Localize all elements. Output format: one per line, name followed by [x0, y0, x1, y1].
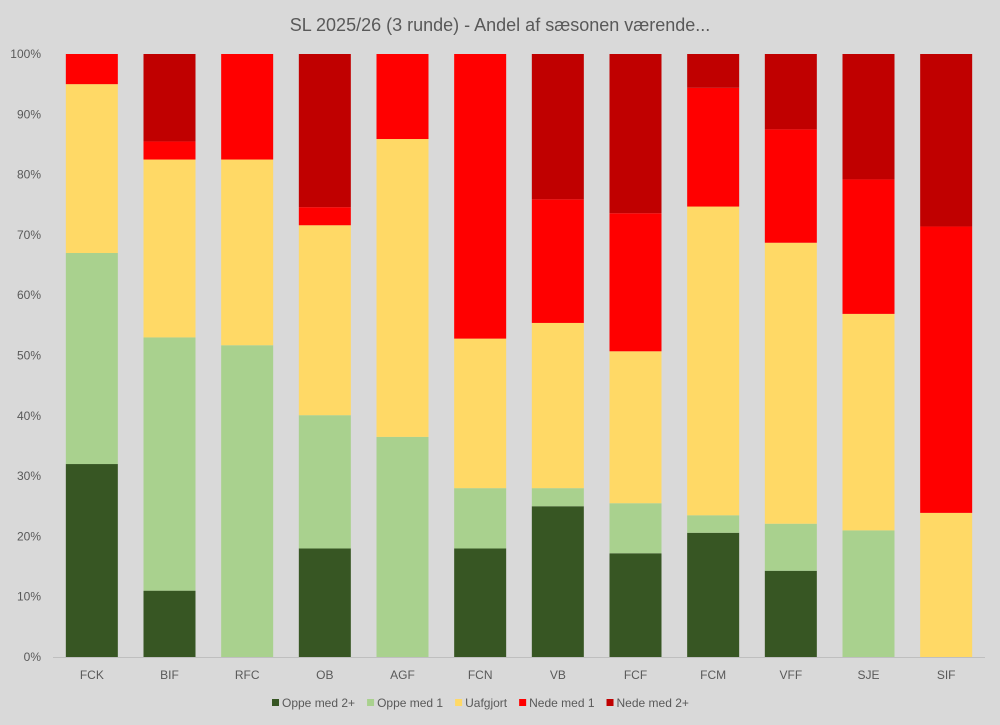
bar-segment [454, 488, 507, 549]
bar-segment [221, 159, 274, 346]
y-tick-label: 30% [17, 469, 41, 483]
bar-segment [609, 54, 662, 214]
bar-segment [687, 515, 740, 533]
bar-segment [920, 54, 973, 227]
legend-swatch [455, 699, 463, 706]
bar-segment [687, 87, 740, 207]
bar-segment [609, 351, 662, 504]
bar-segment [376, 54, 429, 140]
x-axis: FCK BIF RFC OB AGF FCN VB FCF FCM VFF SJE SIF [53, 657, 985, 682]
legend-label: Oppe med 1 [377, 696, 443, 710]
y-tick-label: 40% [17, 409, 41, 423]
bar-segment [65, 464, 118, 657]
bar-segment [298, 225, 351, 416]
y-tick-label: 50% [17, 349, 41, 363]
bar-segment [531, 199, 584, 323]
legend-swatch [606, 699, 614, 706]
x-tick-label: RFC [235, 668, 260, 682]
bar-segment [298, 415, 351, 549]
x-tick-label: AGF [390, 668, 415, 682]
legend: Oppe med 2+ Oppe med 1 Uafgjort Nede med 1 N… [272, 696, 689, 710]
bar-segment [609, 503, 662, 554]
bars-group [65, 54, 973, 657]
bar-segment [609, 553, 662, 657]
x-tick-label: OB [316, 668, 333, 682]
legend-swatch [272, 699, 279, 706]
bar-segment [143, 590, 196, 657]
legend-swatch [519, 699, 527, 706]
bar-segment [143, 337, 196, 591]
y-tick-label: 70% [17, 228, 41, 242]
x-tick-label: FCF [624, 668, 647, 682]
bar-segment [687, 532, 740, 657]
bar-segment [143, 54, 196, 142]
bar-segment [221, 345, 274, 657]
x-tick-label: VFF [779, 668, 802, 682]
bar-segment [298, 548, 351, 657]
bar-segment [531, 54, 584, 200]
bar-segment [65, 252, 118, 465]
bar-segment [842, 313, 895, 531]
bar-segment [687, 206, 740, 516]
bar-segment [764, 54, 817, 130]
x-tick-label: SJE [857, 668, 879, 682]
x-tick-label: FCM [700, 668, 726, 682]
bar-segment [376, 436, 429, 657]
y-tick-label: 0% [24, 650, 42, 664]
bar-segment [842, 179, 895, 314]
y-tick-label: 90% [17, 107, 41, 121]
legend-swatch [367, 699, 375, 706]
bar-segment [842, 54, 895, 180]
bar-segment [764, 242, 817, 524]
legend-label: Uafgjort [465, 696, 508, 710]
bar-segment [764, 570, 817, 657]
bar-segment [531, 322, 584, 489]
bar-segment [764, 129, 817, 243]
bar-segment [687, 54, 740, 88]
bar-segment [298, 54, 351, 208]
bar-segment [609, 213, 662, 352]
bar-segment [920, 512, 973, 657]
bar-segment [65, 54, 118, 85]
bar-segment [920, 226, 973, 513]
bar-segment [531, 506, 584, 657]
bar-segment [221, 54, 274, 160]
x-tick-label: VB [550, 668, 566, 682]
x-tick-label: FCN [468, 668, 493, 682]
x-tick-label: BIF [160, 668, 179, 682]
bar-segment [65, 84, 118, 253]
bar-segment [298, 207, 351, 226]
y-tick-label: 60% [17, 288, 41, 302]
bar-segment [842, 530, 895, 657]
bar-segment [454, 548, 507, 657]
y-tick-label: 20% [17, 529, 41, 543]
legend-label: Nede med 1 [529, 696, 595, 710]
y-axis: 0% 10% 20% 30% 40% 50% 60% 70% 80% 90% 100% [10, 47, 41, 664]
x-tick-label: FCK [80, 668, 104, 682]
y-tick-label: 80% [17, 168, 41, 182]
bar-segment [143, 159, 196, 338]
x-tick-label: SIF [937, 668, 956, 682]
y-tick-label: 10% [17, 590, 41, 604]
bar-segment [764, 523, 817, 571]
bar-segment [454, 338, 507, 489]
chart-title: SL 2025/26 (3 runde) - Andel af sæsonen … [290, 15, 711, 35]
legend-label: Nede med 2+ [617, 696, 689, 710]
bar-segment [143, 141, 196, 160]
bar-segment [376, 139, 429, 437]
y-tick-label: 100% [10, 47, 41, 61]
bar-segment [454, 54, 507, 339]
legend-label: Oppe med 2+ [282, 696, 355, 710]
bar-segment [531, 488, 584, 507]
